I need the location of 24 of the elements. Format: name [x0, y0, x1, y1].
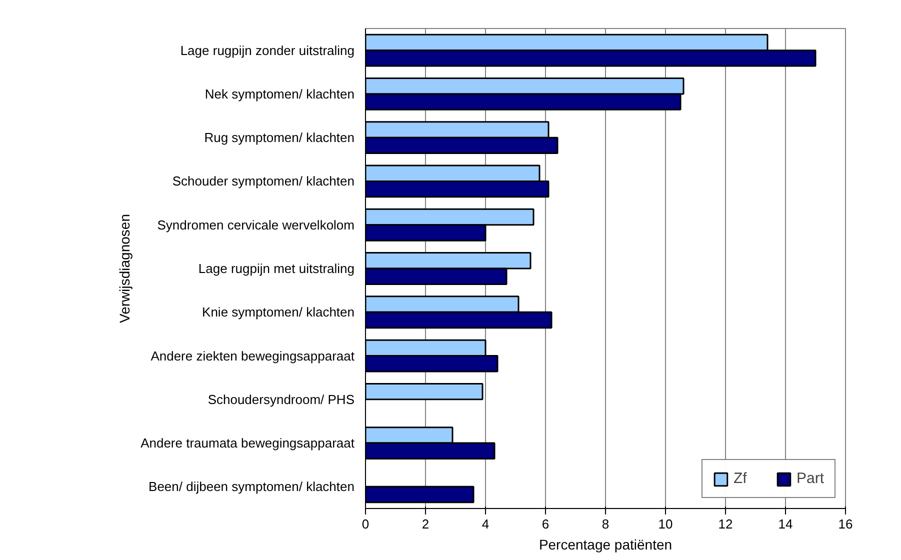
- legend-label: Zf: [733, 470, 748, 487]
- y-tick-label: Lage rugpijn zonder uitstraling: [180, 42, 355, 58]
- x-tick-label: 10: [658, 516, 673, 532]
- y-tick-label: Lage rugpijn met uitstraling: [198, 261, 355, 276]
- y-tick-label: Nek symptomen/ klachten: [204, 86, 355, 102]
- y-tick-label: Rug symptomen/ klachten: [204, 130, 355, 146]
- x-tick-label: 6: [542, 516, 550, 532]
- y-tick-label: Been/ dijbeen symptomen/ klachten: [148, 479, 355, 494]
- x-tick-label: 4: [482, 516, 490, 532]
- y-tick-label: Andere traumata bewegingsapparaat: [140, 436, 355, 451]
- x-tick-label: 14: [778, 516, 793, 532]
- y-tick-label: Knie symptomen/ klachten: [202, 304, 355, 320]
- x-tick-label: 0: [362, 516, 370, 532]
- x-tick-label: 8: [602, 516, 610, 532]
- x-tick-label: 12: [718, 516, 733, 532]
- y-tick-label: Schouder symptomen/ klachten: [172, 174, 355, 189]
- x-tick-label: 2: [422, 516, 430, 532]
- y-axis-title: Verwijsdiagnosen: [116, 214, 133, 323]
- x-axis-title: Percentage patiënten: [538, 536, 672, 552]
- y-tick-label: Andere ziekten bewegingsapparaat: [150, 348, 355, 364]
- y-tick-label: Syndromen cervicale wervelkolom: [157, 217, 355, 232]
- y-tick-label: Schoudersyndroom/ PHS: [208, 392, 355, 407]
- legend-label: Part: [796, 470, 824, 487]
- x-tick-label: 16: [838, 516, 853, 532]
